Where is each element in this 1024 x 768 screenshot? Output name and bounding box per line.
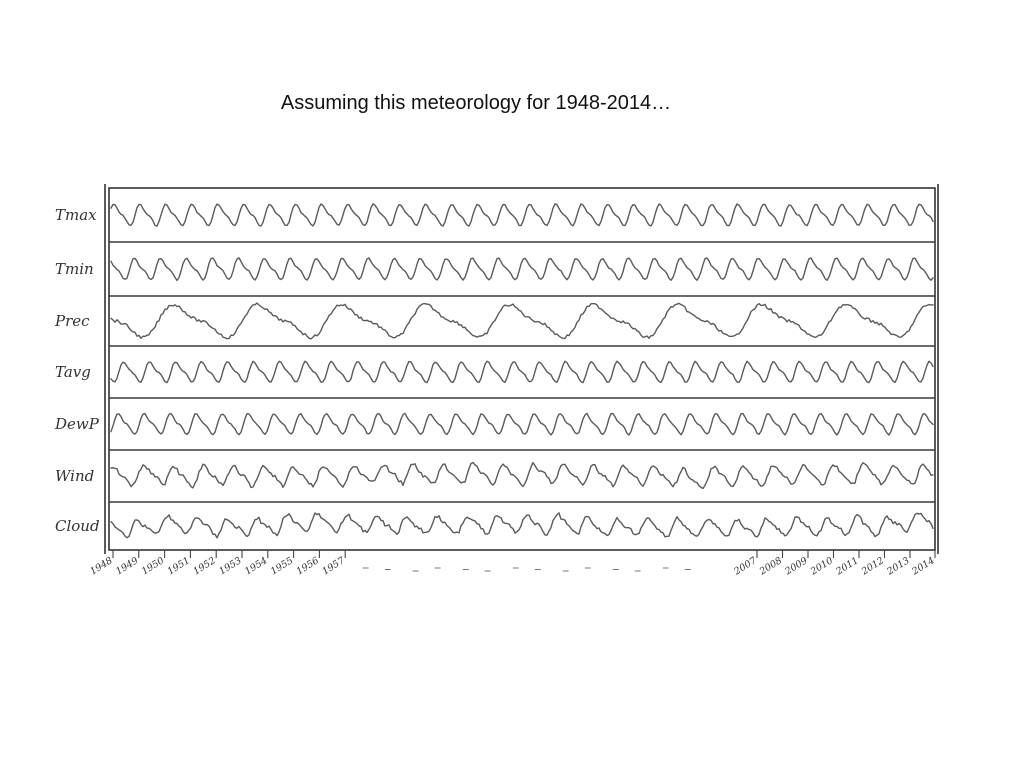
year-label-2014: 2014 (909, 555, 936, 578)
year-ticks (112, 550, 936, 558)
series-line-prec (110, 302, 934, 340)
year-label-1954: 1954 (243, 555, 269, 577)
row-label-wind: Wind (55, 467, 94, 485)
diagram-frame (104, 184, 939, 554)
year-label-2007: 2007 (731, 555, 759, 578)
row-label-prec: Prec (54, 312, 90, 330)
series-line-tmin (110, 257, 934, 282)
series-waveforms (110, 203, 934, 539)
series-line-dewp (110, 412, 934, 436)
year-label-1948: 1948 (88, 555, 114, 577)
year-label-1953: 1953 (217, 555, 243, 577)
row-label-cloud: Cloud (55, 517, 100, 535)
year-label-2009: 2009 (782, 555, 809, 578)
series-line-tavg (110, 360, 934, 384)
timeline-gap-dashes (362, 567, 691, 572)
year-label-1949: 1949 (114, 555, 140, 577)
row-label-dewp: DewP (54, 415, 100, 433)
year-label-1957: 1957 (320, 555, 347, 578)
year-label-1956: 1956 (295, 555, 321, 577)
row-dividers (109, 241, 935, 503)
series-line-cloud (110, 512, 934, 539)
year-label-1955: 1955 (269, 555, 295, 577)
row-labels: Tmax Tmin Prec Tavg DewP Wind Cloud (54, 206, 100, 535)
frame-rect (108, 187, 936, 551)
year-label-2011: 2011 (833, 555, 860, 578)
year-label-2013: 2013 (884, 555, 911, 578)
row-label-tmax: Tmax (55, 206, 97, 224)
year-label-1951: 1951 (166, 555, 192, 577)
year-label-1950: 1950 (140, 555, 166, 577)
year-label-1952: 1952 (191, 555, 217, 577)
row-label-tavg: Tavg (55, 363, 91, 381)
row-label-tmin: Tmin (55, 260, 94, 278)
year-label-2010: 2010 (808, 555, 835, 578)
slide-title: Assuming this meteorology for 1948-2014… (280, 92, 672, 114)
year-label-2008: 2008 (757, 555, 784, 578)
series-line-tmax (110, 203, 934, 227)
year-labels: 1948 1949 1950 1951 1952 1953 1954 1955 1956 1957… (88, 555, 936, 578)
year-label-2012: 2012 (859, 555, 886, 578)
series-line-wind (110, 461, 934, 490)
